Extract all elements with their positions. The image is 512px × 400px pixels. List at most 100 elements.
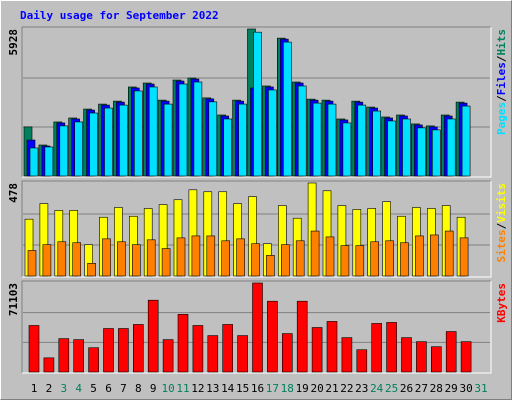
x-tick-label: 23 [355,382,368,395]
x-tick-label: 20 [310,382,323,395]
bar [221,240,230,277]
bar [357,104,367,177]
bar [192,325,204,373]
bar [252,282,263,373]
bar [429,234,439,277]
x-tick-label: 19 [296,382,309,395]
plot-border-light [22,181,492,278]
bar [59,125,69,177]
bar [29,147,39,177]
bar [415,235,424,277]
bar [340,245,350,277]
bar [222,324,233,373]
bar [161,248,171,277]
chart-title: Daily usage for September 2022 [20,9,219,22]
bar [416,341,427,373]
x-tick-label: 12 [191,382,204,395]
bar [327,103,337,177]
x-tick-label: 14 [221,382,235,395]
bar [297,85,307,177]
legend-entry: Hits [495,29,508,56]
bar [148,86,158,177]
x-tick-label: 11 [176,382,189,395]
bar [208,101,218,177]
legend-entry: Files [495,62,508,95]
x-tick-label: 6 [105,382,112,395]
x-tick-label: 16 [251,382,264,395]
x-tick-label: 4 [75,382,82,395]
x-tick-label: 27 [415,382,428,395]
bar [132,244,141,277]
bar [237,335,248,373]
bar [74,121,83,177]
bar [461,105,471,177]
bar [356,349,368,373]
bar [104,107,113,177]
x-tick-label: 24 [370,382,384,395]
bar [295,240,305,277]
x-tick-label: 8 [135,382,142,395]
bar [43,357,55,373]
bar [193,81,203,177]
bar [280,244,290,277]
bar [460,341,472,373]
bar [386,322,397,373]
bar [370,241,380,277]
bar [342,122,352,177]
bar [223,118,232,177]
bar [385,240,394,277]
bar [266,255,275,277]
bar [446,118,456,177]
bar [355,245,365,277]
x-tick-label: 5 [90,382,97,395]
bar [253,31,262,177]
bar [27,250,37,277]
bar [312,102,322,177]
x-tick-label: 28 [430,382,443,395]
bar [89,112,98,177]
bar [206,235,216,277]
bar [28,325,40,373]
bar [87,263,96,277]
bar [134,90,143,177]
bar [191,235,201,277]
bar [268,89,277,177]
y-tick-label: 71103 [7,283,20,316]
x-tick-label: 7 [120,382,127,395]
legend-separator: / [495,55,508,62]
x-tick-label: 21 [325,382,338,395]
x-tick-label: 31 [474,382,487,395]
legend-entry: Sites [495,229,508,262]
bar [238,103,247,177]
bar [431,129,441,177]
bar [88,347,99,373]
plot-border-dark [21,26,491,177]
x-tick-label: 30 [459,382,472,395]
legend-entry: Visits [495,183,508,223]
bar [162,339,174,373]
bar [459,237,469,277]
bar [58,338,70,373]
legend: KBytes [495,283,508,323]
bar [400,242,409,277]
x-tick-label: 3 [60,382,67,395]
x-tick-label: 2 [46,382,53,395]
bar [147,299,159,373]
x-tick-label: 18 [281,382,294,395]
bar [444,230,454,277]
legend: Pages/Files/Hits [495,29,508,135]
bar [73,339,84,373]
bar [281,333,293,373]
bar [42,244,52,277]
plot-border-light [22,27,492,178]
legend-entry: KBytes [495,283,508,323]
bar [430,346,442,373]
x-tick-label: 1 [31,382,38,395]
bar [72,242,81,277]
bar [163,103,173,177]
bar [118,328,129,373]
bar [103,328,114,373]
plot-border-dark [21,280,491,373]
bar [177,314,189,373]
